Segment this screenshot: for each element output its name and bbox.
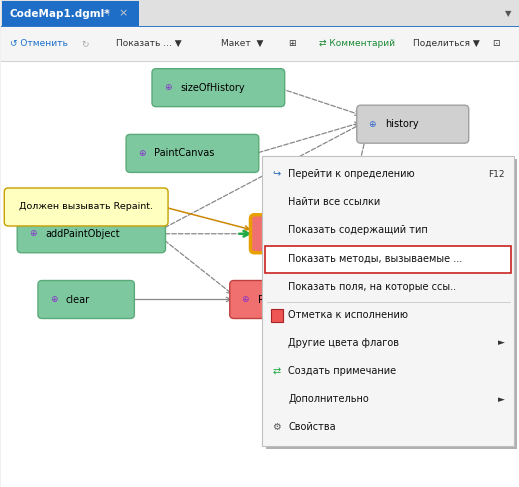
Text: ⊕: ⊕ [164, 83, 171, 92]
Text: Показать ... ▼: Показать ... ▼ [116, 39, 181, 48]
Text: ⊕: ⊕ [368, 120, 376, 129]
Text: ⊕: ⊕ [262, 229, 270, 238]
Text: undo: undo [279, 229, 303, 239]
FancyBboxPatch shape [1, 61, 519, 487]
FancyBboxPatch shape [1, 0, 519, 27]
FancyBboxPatch shape [251, 215, 347, 253]
FancyBboxPatch shape [126, 134, 259, 172]
Text: history: history [385, 119, 418, 129]
FancyBboxPatch shape [152, 69, 285, 107]
Text: Найти все ссылки: Найти все ссылки [289, 197, 380, 207]
FancyBboxPatch shape [271, 309, 283, 321]
FancyBboxPatch shape [2, 1, 139, 26]
Text: Показать методы, вызываемые ...: Показать методы, вызываемые ... [289, 254, 462, 263]
Text: ⇄ Комментарий: ⇄ Комментарий [319, 39, 395, 48]
Text: Дополнительно: Дополнительно [289, 394, 369, 404]
Text: ×: × [119, 9, 128, 19]
Text: ►: ► [498, 338, 504, 347]
Text: ⊕: ⊕ [29, 229, 36, 238]
FancyBboxPatch shape [1, 27, 519, 61]
Text: ►: ► [498, 394, 504, 404]
Text: ↺ Отменить: ↺ Отменить [10, 39, 68, 48]
Text: Создать примечание: Создать примечание [289, 366, 397, 376]
Text: Другие цвета флагов: Другие цвета флагов [289, 338, 399, 348]
Text: Отметка к исполнению: Отметка к исполнению [289, 310, 408, 320]
FancyBboxPatch shape [4, 188, 168, 226]
FancyBboxPatch shape [357, 105, 469, 143]
Text: Repain: Repain [258, 295, 292, 304]
FancyBboxPatch shape [265, 246, 511, 273]
Text: ⇄: ⇄ [273, 366, 281, 376]
Text: ⊡: ⊡ [492, 39, 500, 48]
Text: Показать поля, на которые ссы..: Показать поля, на которые ссы.. [289, 281, 456, 292]
FancyBboxPatch shape [263, 156, 514, 446]
FancyBboxPatch shape [38, 281, 134, 318]
Text: Поделиться ▼: Поделиться ▼ [413, 39, 480, 48]
Text: Перейти к определению: Перейти к определению [289, 169, 415, 179]
FancyBboxPatch shape [230, 281, 326, 318]
Text: Должен вызывать Repaint.: Должен вызывать Repaint. [19, 203, 153, 211]
Text: ⊕: ⊕ [241, 295, 249, 304]
Text: ⊞: ⊞ [289, 39, 296, 48]
Text: CodeMap1.dgml*: CodeMap1.dgml* [10, 9, 111, 19]
Text: Показать содержащий тип: Показать содержащий тип [289, 225, 428, 235]
Text: sizeOfHistory: sizeOfHistory [180, 83, 244, 93]
Text: PaintCanvas: PaintCanvas [154, 149, 214, 158]
Text: addPaintObject: addPaintObject [45, 229, 120, 239]
Text: ⊕: ⊕ [138, 149, 145, 158]
Text: ⊣: ⊣ [102, 9, 110, 18]
Text: ↪: ↪ [273, 169, 281, 179]
Text: F12: F12 [488, 169, 504, 179]
Text: ⊕: ⊕ [50, 295, 57, 304]
Text: ▼: ▼ [504, 9, 511, 18]
FancyBboxPatch shape [266, 159, 517, 449]
Text: Свойства: Свойства [289, 422, 336, 432]
Text: ⚙: ⚙ [272, 422, 281, 432]
Text: Макет  ▼: Макет ▼ [221, 39, 263, 48]
FancyBboxPatch shape [17, 215, 166, 253]
Text: clear: clear [66, 295, 90, 304]
Text: ↻: ↻ [81, 39, 88, 48]
